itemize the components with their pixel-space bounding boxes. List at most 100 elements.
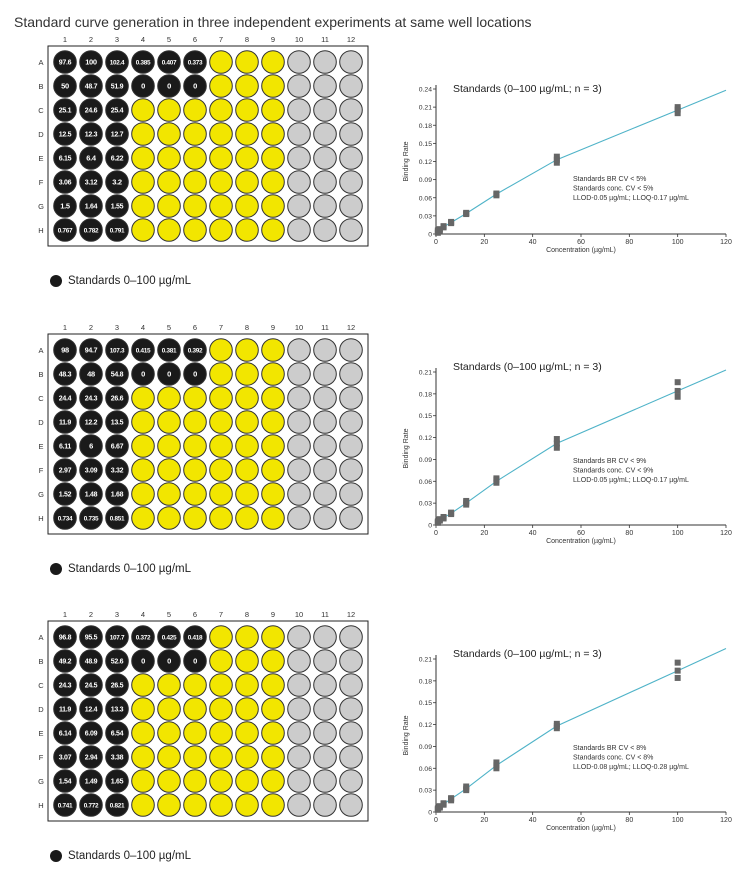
data-point	[448, 795, 455, 802]
plate-well	[261, 74, 285, 98]
data-point	[674, 379, 681, 386]
column-label: 5	[167, 610, 171, 619]
well-value: 1.48	[85, 492, 98, 499]
plate-well	[53, 170, 77, 194]
plate-well	[157, 458, 181, 482]
plate-well	[313, 218, 337, 242]
plate-well	[183, 745, 207, 769]
plate-well	[287, 625, 311, 649]
plate-well	[209, 625, 233, 649]
plate-well	[235, 122, 259, 146]
standard-curve-line	[435, 369, 727, 526]
y-tick-label: 0.18	[419, 678, 432, 685]
well-value: 12.2	[85, 420, 98, 427]
column-label: 6	[193, 35, 197, 44]
y-tick-label: 0.18	[419, 123, 432, 130]
plate-well	[183, 410, 207, 434]
plate-well	[235, 218, 259, 242]
plate-well	[131, 458, 155, 482]
row-label: E	[38, 729, 43, 738]
plate-well	[131, 410, 155, 434]
data-point	[434, 227, 441, 234]
well-value: 3.2	[112, 178, 122, 187]
plate-well	[157, 218, 181, 242]
plate-well	[287, 218, 311, 242]
plate-well	[157, 74, 181, 98]
plate-well	[209, 434, 233, 458]
x-tick-label: 40	[529, 239, 537, 246]
plate-well	[131, 793, 155, 817]
x-tick-label: 80	[625, 239, 633, 246]
standard-curve-chart: 0 0.03 0.06 0.09 0.12 0.15 0.18 0.21 0.24 0 20 40 60…	[403, 83, 732, 254]
plate-well	[53, 338, 77, 362]
plate-well	[53, 458, 77, 482]
y-tick-label: 0.06	[419, 195, 432, 202]
row-label: A	[38, 58, 43, 67]
plate-well	[339, 218, 363, 242]
x-tick-label: 80	[625, 530, 633, 537]
data-point	[436, 516, 443, 523]
plate-well	[157, 146, 181, 170]
plate-well	[79, 458, 103, 482]
row-label: D	[38, 705, 44, 714]
plate-well	[313, 362, 337, 386]
row-label: G	[38, 777, 44, 786]
plate-well	[53, 434, 77, 458]
plate-well	[183, 649, 207, 673]
chart-annotation: Standards conc. CV < 9%	[573, 468, 653, 475]
plate-well	[105, 74, 129, 98]
plate-well	[313, 50, 337, 74]
plate-well	[339, 697, 363, 721]
plate-well	[53, 98, 77, 122]
plate-well	[131, 649, 155, 673]
x-axis-label: Concentration (µg/mL)	[546, 538, 616, 545]
plate-well	[209, 458, 233, 482]
data-point	[440, 515, 447, 522]
plate-well	[339, 721, 363, 745]
well-value: 1.65	[111, 779, 124, 786]
well-value: 0.782	[84, 228, 99, 235]
y-axis-label: Binding Rate	[403, 715, 410, 755]
column-label: 11	[321, 610, 329, 619]
well-value: 13.5	[111, 420, 124, 427]
well-value: 0	[193, 370, 197, 379]
plate-well	[53, 386, 77, 410]
column-label: 2	[89, 35, 93, 44]
chart-annotation: Standards BR CV < 5%	[573, 176, 646, 183]
well-value: 0.821	[110, 803, 125, 810]
data-point	[493, 765, 500, 772]
plate-well	[339, 434, 363, 458]
plate-well	[79, 170, 103, 194]
chart-title: Standards (0–100 µg/mL; n = 3)	[453, 361, 602, 373]
well-value: 48	[87, 370, 95, 379]
data-point	[463, 499, 470, 506]
well-value: 2.94	[85, 755, 98, 762]
plate-well	[157, 362, 181, 386]
plate-well	[53, 194, 77, 218]
plate-well	[79, 218, 103, 242]
plate-well	[313, 482, 337, 506]
row-label: E	[38, 154, 43, 163]
plate-well	[287, 673, 311, 697]
data-point	[440, 224, 447, 231]
plate-well	[79, 649, 103, 673]
plate-well	[235, 434, 259, 458]
legend-marker	[50, 850, 62, 862]
plate-well	[183, 697, 207, 721]
legend-label: Standards 0–100 µg/mL	[68, 275, 191, 287]
plate-well	[183, 721, 207, 745]
plate-well	[105, 338, 129, 362]
well-value: 48.3	[59, 372, 72, 379]
plate-well	[313, 98, 337, 122]
data-point	[440, 223, 447, 230]
plate-well	[79, 482, 103, 506]
plate-well	[105, 506, 129, 530]
plate-well	[261, 218, 285, 242]
data-point	[493, 191, 500, 198]
plate-well	[53, 146, 77, 170]
plate-well	[131, 673, 155, 697]
data-point	[493, 190, 500, 197]
well-value: 0	[141, 657, 145, 666]
well-value: 0.418	[188, 635, 203, 642]
plate-well	[157, 793, 181, 817]
